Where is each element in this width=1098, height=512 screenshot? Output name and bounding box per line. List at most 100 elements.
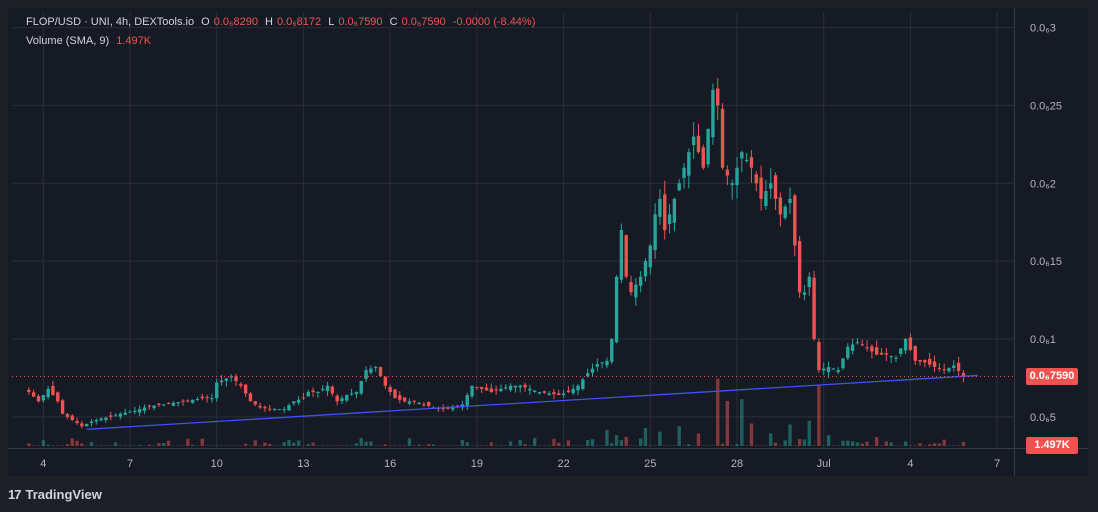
volume-bar <box>359 438 363 446</box>
volume-bar <box>802 439 807 446</box>
candle-body <box>123 412 127 415</box>
candle-body <box>133 410 137 412</box>
volume-bar <box>817 384 821 446</box>
candle-body <box>658 198 662 217</box>
candle-body <box>369 368 373 373</box>
volume-bar <box>364 441 368 446</box>
candle-body <box>296 399 301 403</box>
candle-body <box>889 356 893 358</box>
volume-bar <box>186 438 190 446</box>
candle-body <box>773 175 778 199</box>
candle-body <box>740 152 744 159</box>
candle-body <box>388 386 392 392</box>
candle-body <box>518 385 522 388</box>
volume-bar <box>253 440 257 446</box>
candle-body <box>272 409 277 411</box>
candle-body <box>908 337 913 350</box>
candle-body <box>624 235 628 277</box>
symbol-label[interactable]: FLOP/USD · UNI, 4h, DEXTools.io <box>26 16 195 28</box>
candle-body <box>822 368 826 371</box>
volume-bar <box>557 442 561 446</box>
candle-body <box>923 360 927 363</box>
candle-body <box>364 370 368 379</box>
candle-body <box>258 405 262 408</box>
candle-body <box>836 370 840 373</box>
candle-body <box>224 378 229 381</box>
candle-body <box>528 388 532 391</box>
candle-body <box>807 276 811 288</box>
time-tick-label: 10 <box>211 458 223 470</box>
volume-bar <box>918 443 922 446</box>
candle-body <box>306 391 310 397</box>
volume-legend: Volume (SMA, 9) 1.497K <box>26 35 155 47</box>
volume-bar <box>263 442 267 446</box>
candle-body <box>831 368 836 370</box>
candle-body <box>446 407 450 409</box>
volume-bar <box>311 442 315 446</box>
open-value: 0.0₆8290 <box>213 16 258 28</box>
candle-body <box>663 194 667 230</box>
volume-bar <box>268 443 272 446</box>
candle-body <box>65 414 70 417</box>
last-price-tag: 0.0₆7590 <box>1026 368 1078 386</box>
candle-body <box>619 230 624 280</box>
candle-body <box>788 198 792 204</box>
time-tick-label: 4 <box>40 458 46 470</box>
volume-bar <box>306 444 310 446</box>
candle-body <box>585 373 590 377</box>
candle-body <box>36 396 41 402</box>
candle-body <box>104 417 108 421</box>
candle-body <box>793 195 797 246</box>
candle-body <box>147 405 151 407</box>
candle-body <box>70 415 74 420</box>
close-value: 0.0₆7590 <box>401 16 446 28</box>
tradingview-logo[interactable]: 17 TradingView <box>8 480 102 508</box>
volume-bar <box>624 437 628 446</box>
time-tick-label: 7 <box>994 458 1000 470</box>
candle-body <box>952 365 956 368</box>
volume-bar <box>855 442 860 446</box>
volume-bar <box>508 441 513 446</box>
volume-bar <box>41 440 45 446</box>
candle-body <box>571 388 575 394</box>
volume-bar <box>70 438 74 446</box>
volume-bar <box>65 443 70 446</box>
volume-bar <box>865 441 869 446</box>
candle-body <box>855 342 860 344</box>
candle-body <box>359 381 363 394</box>
candle-body <box>537 391 542 394</box>
candle-body <box>961 372 966 377</box>
candle-body <box>398 395 402 400</box>
candle-body <box>383 376 388 386</box>
candle-body <box>581 379 585 389</box>
candle-body <box>268 408 272 410</box>
candle-body <box>157 403 161 405</box>
volume-label[interactable]: Volume (SMA, 9) <box>26 35 110 47</box>
time-tick-label: Jul <box>817 458 831 470</box>
candle-body <box>542 391 546 393</box>
candle-body <box>716 88 720 106</box>
candle-body <box>219 380 224 383</box>
candle-body <box>504 387 508 389</box>
chart-plot[interactable]: 0.0₆5 0.0₆1 0.0₆15 0.0₆2 0.0₆25 0.0₆3 4 7 10 13 16… <box>8 8 1088 476</box>
volume-bar <box>797 439 802 446</box>
tradingview-icon: 17 <box>8 486 22 502</box>
volume-bar <box>735 444 739 446</box>
volume-bar <box>740 399 744 446</box>
candle-body <box>691 136 696 146</box>
chart-panel[interactable]: 0.0₆5 0.0₆1 0.0₆15 0.0₆2 0.0₆25 0.0₆3 4 7 10 13 16… <box>8 8 1088 476</box>
candle-body <box>913 346 917 361</box>
volume-bar <box>716 378 720 446</box>
candle-body <box>720 108 725 168</box>
candle-body <box>75 421 79 424</box>
time-tick-label: 25 <box>644 458 656 470</box>
volume-bar <box>489 442 494 446</box>
price-tick-label: 0.0₆15 <box>1030 256 1062 268</box>
candle-body <box>60 400 65 414</box>
candle-body <box>947 367 951 372</box>
candle-body <box>321 388 325 391</box>
candle-body <box>754 174 758 184</box>
candle-body <box>128 411 132 413</box>
volume-bar <box>460 439 465 446</box>
candle-body <box>489 388 494 392</box>
